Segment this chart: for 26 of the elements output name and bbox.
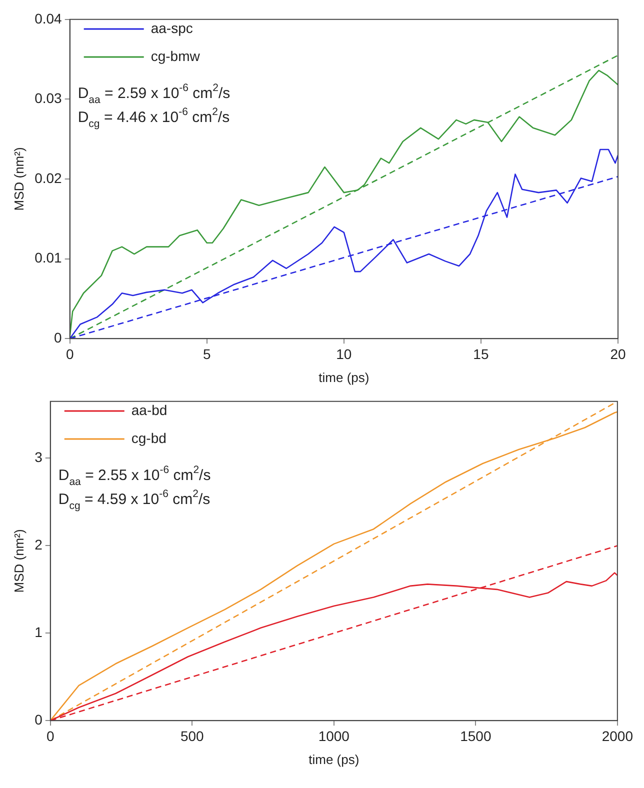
legend-label: aa-spc	[150, 20, 193, 36]
x-tick-label: 0	[66, 346, 74, 362]
y-axis-title: MSD (nm²)	[11, 147, 26, 211]
x-tick-label: 20	[610, 346, 626, 362]
legend-label: cg-bd	[131, 430, 166, 446]
y-tick-label: 0.04	[34, 10, 62, 26]
x-tick-label: 5	[202, 346, 211, 362]
y-tick-label: 3	[34, 449, 43, 466]
x-axis-title: time (ps)	[318, 370, 370, 385]
y-tick-label: 1	[34, 624, 43, 640]
legend-label: cg-bmw	[150, 48, 201, 64]
x-tick-label: 500	[180, 728, 204, 744]
x-tick-label: 1500	[460, 728, 492, 744]
x-tick-label: 1000	[318, 728, 350, 744]
y-tick-label: 0	[54, 329, 62, 346]
x-tick-label: 2000	[602, 728, 634, 744]
x-tick-label: 15	[473, 346, 489, 362]
y-tick-label: 0.01	[34, 250, 62, 266]
y-tick-label: 0	[34, 711, 43, 728]
y-axis-title: MSD (nm²)	[11, 529, 26, 593]
y-tick-label: 0.02	[34, 170, 62, 186]
x-axis-title: time (ps)	[308, 752, 360, 767]
y-tick-label: 0.03	[34, 90, 62, 106]
x-tick-label: 10	[336, 346, 352, 362]
legend-label: aa-bd	[131, 402, 168, 418]
y-tick-label: 2	[34, 536, 43, 553]
